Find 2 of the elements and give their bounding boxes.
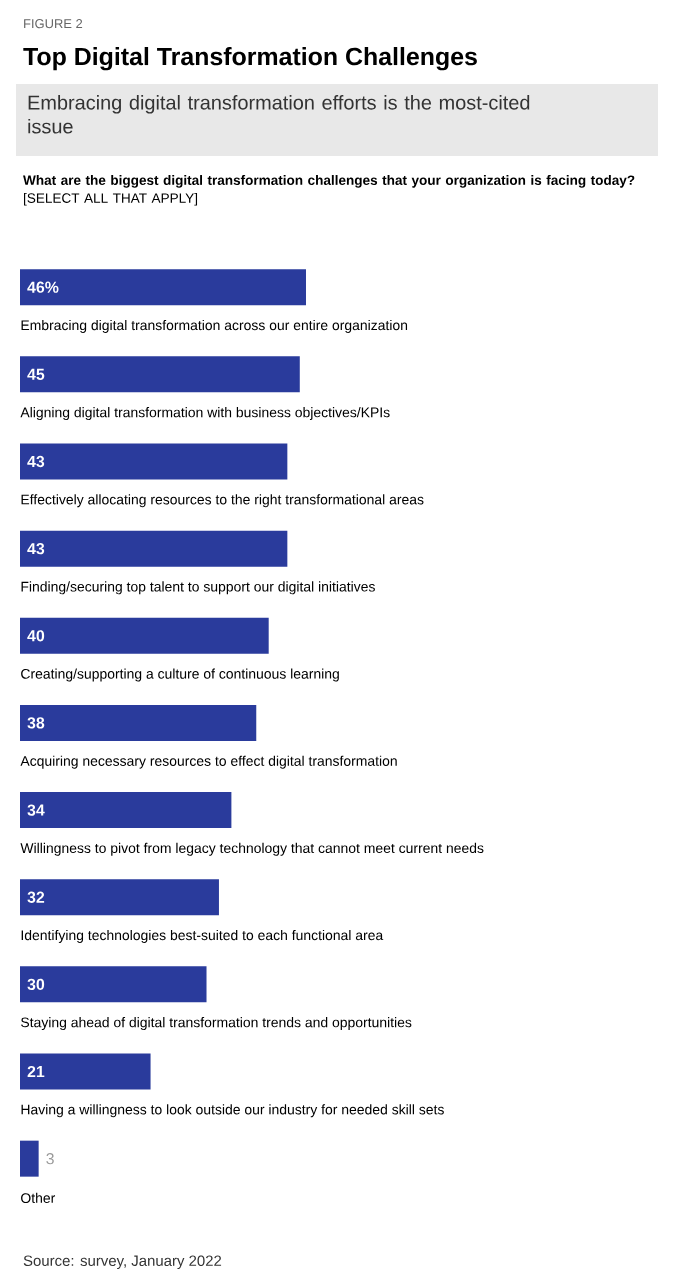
chart-title: Top Digital Transformation Challenges (23, 47, 477, 71)
chart-subtitle: Embracing digital transformation efforts is the most-cited issue (28, 95, 530, 134)
